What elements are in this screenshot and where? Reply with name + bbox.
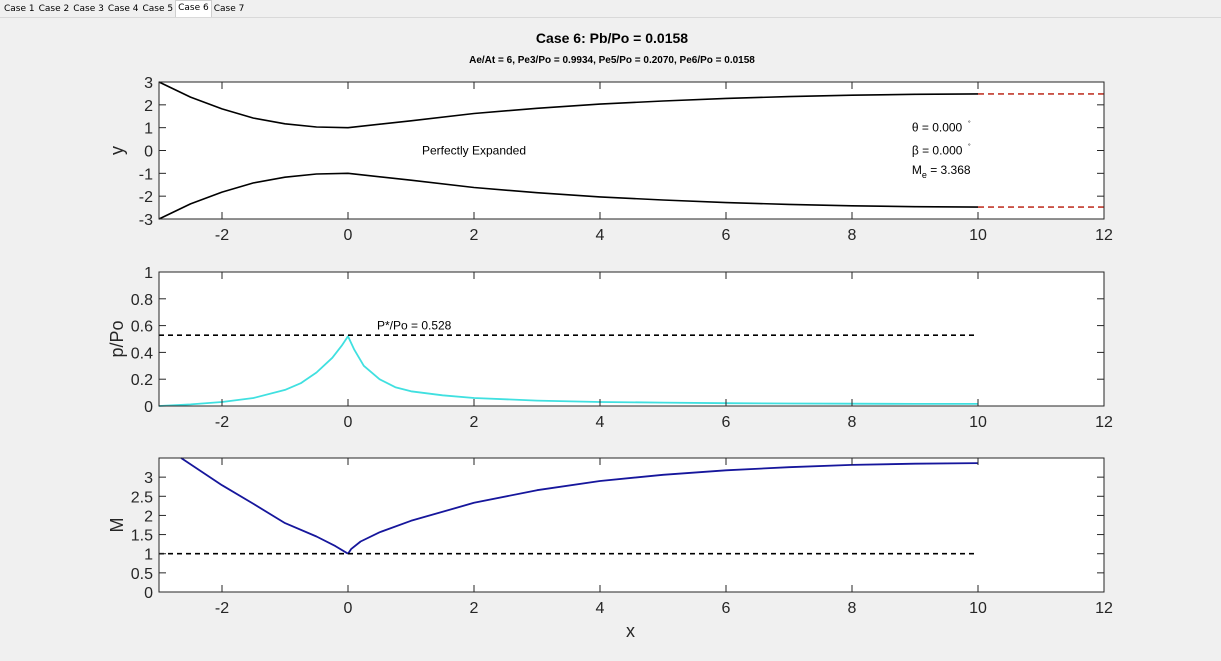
y-tick-label: 3 — [144, 75, 153, 92]
y-tick-label: 0 — [144, 585, 153, 602]
y-tick-label: 0.5 — [131, 566, 153, 583]
figure-panel: Case 6: Pb/Po = 0.0158 Ae/At = 6, Pe3/Po… — [0, 17, 1221, 661]
x-tick-label: 12 — [1095, 414, 1113, 431]
y-tick-label: 1 — [144, 547, 153, 564]
x-tick-label: 12 — [1095, 600, 1113, 617]
y-tick-label: 0 — [144, 144, 153, 161]
plot-area — [159, 272, 1104, 406]
x-axis-label: x — [626, 621, 635, 641]
y-axis-label: y — [107, 146, 127, 155]
series-line-2 — [158, 172, 979, 220]
figure-title: Case 6: Pb/Po = 0.0158 — [536, 30, 688, 46]
x-tick-label: 2 — [470, 600, 479, 617]
y-tick-label: 2.5 — [131, 489, 153, 506]
y-tick-label: 2 — [144, 98, 153, 115]
x-tick-label: 10 — [969, 227, 987, 244]
beta-annotation: β = 0.000 — [912, 144, 963, 158]
plot-area — [159, 82, 1104, 219]
tab-case-5[interactable]: Case 5 — [142, 4, 174, 14]
x-tick-label: 10 — [969, 414, 987, 431]
tab-case-7[interactable]: Case 7 — [213, 4, 245, 14]
subplot-3: -2 0 2 4 6 8 10 12 0 0.5 1 1.5 2 2.5 3 Mx — [107, 457, 1113, 641]
y-tick-label: 3 — [144, 470, 153, 487]
x-tick-label: -2 — [215, 227, 229, 244]
degree-symbol: ° — [968, 120, 971, 128]
x-tick-label: 8 — [848, 414, 857, 431]
x-tick-label: 8 — [848, 227, 857, 244]
x-tick-label: -2 — [215, 600, 229, 617]
subplot-2: -2 0 2 4 6 8 10 12 0 0.2 0.4 0.6 0.8 1 p/Po P*/Po = 0.5… — [107, 265, 1113, 431]
x-tick-label: 8 — [848, 600, 857, 617]
y-tick-label: 0.4 — [131, 345, 153, 362]
series-line-2 — [347, 462, 979, 555]
x-tick-label: 4 — [596, 414, 605, 431]
y-tick-label: 1.5 — [131, 528, 153, 545]
figure-subtitle: Ae/At = 6, Pe3/Po = 0.9934, Pe5/Po = 0.2… — [469, 55, 755, 66]
flow-regime-label: Perfectly Expanded — [422, 144, 526, 158]
exit-mach-annotation: Me = 3.368 — [912, 163, 971, 180]
y-tick-label: 1 — [144, 265, 153, 282]
y-tick-label: 0.8 — [131, 292, 153, 309]
x-tick-label: 0 — [344, 414, 353, 431]
tab-case-1[interactable]: Case 1 — [4, 4, 35, 14]
y-tick-label: -1 — [139, 166, 153, 183]
x-tick-label: 4 — [596, 227, 605, 244]
x-tick-label: 4 — [596, 600, 605, 617]
y-tick-label: 0 — [144, 399, 153, 416]
figure: Case 6: Pb/Po = 0.0158 Ae/At = 6, Pe3/Po… — [107, 30, 1113, 641]
y-tick-label: 0.2 — [131, 372, 153, 389]
x-tick-label: 12 — [1095, 227, 1113, 244]
y-axis-label: M — [107, 518, 127, 533]
series-line-1 — [180, 457, 349, 555]
y-tick-label: 1 — [144, 121, 153, 138]
critical-pressure-label: P*/Po = 0.528 — [377, 319, 452, 333]
theta-annotation: θ = 0.000 — [912, 121, 963, 135]
x-tick-label: 10 — [969, 600, 987, 617]
y-axis-label: p/Po — [107, 320, 127, 357]
x-tick-label: 6 — [722, 414, 731, 431]
tab-case-3[interactable]: Case 3 — [73, 4, 104, 14]
tab-bar: Case 1 Case 2 Case 3 Case 4 Case 5 Case 6 Case… — [0, 0, 1221, 17]
axes-box — [158, 457, 1105, 593]
x-tick-label: 0 — [344, 227, 353, 244]
x-tick-label: -2 — [215, 414, 229, 431]
x-tick-label: 0 — [344, 600, 353, 617]
x-tick-label: 6 — [722, 227, 731, 244]
tab-case-6[interactable]: Case 6 — [175, 0, 212, 17]
series-line-1 — [158, 81, 979, 129]
y-tick-label: -3 — [139, 212, 153, 229]
axes-box — [158, 271, 1105, 407]
x-tick-label: 2 — [470, 227, 479, 244]
tab-case-2[interactable]: Case 2 — [38, 4, 70, 14]
x-tick-label: 2 — [470, 414, 479, 431]
x-tick-label: 6 — [722, 600, 731, 617]
tab-case-4[interactable]: Case 4 — [107, 4, 139, 14]
y-tick-label: -2 — [139, 189, 153, 206]
degree-symbol: ° — [968, 143, 971, 151]
y-tick-label: 0.6 — [131, 319, 153, 336]
y-tick-label: 2 — [144, 508, 153, 525]
plot-area — [159, 458, 1104, 592]
